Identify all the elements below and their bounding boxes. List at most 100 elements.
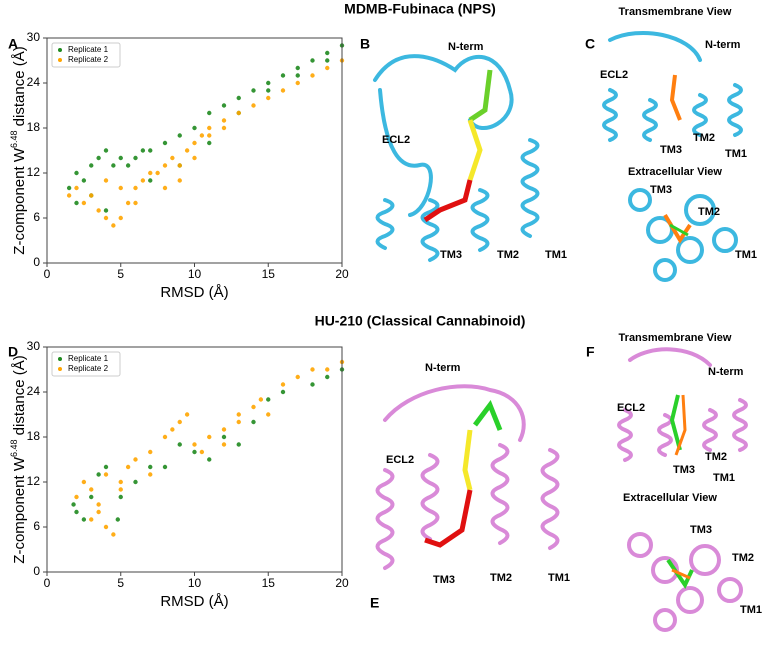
data-point: [125, 200, 131, 206]
y-tick-label: 24: [27, 75, 41, 89]
structure-label: N-term: [705, 39, 741, 51]
data-point: [162, 185, 168, 191]
data-point: [118, 215, 123, 221]
data-point: [89, 517, 94, 522]
structure-label: TM2: [693, 132, 715, 144]
data-point: [103, 215, 109, 221]
data-point: [115, 517, 121, 522]
data-point: [118, 185, 123, 191]
data-point: [221, 125, 227, 131]
data-point: [118, 155, 123, 161]
y-tick-label: 18: [27, 429, 41, 443]
y-tick-label: 30: [27, 339, 41, 353]
data-point: [96, 208, 101, 213]
data-point: [184, 412, 190, 417]
data-point: [192, 140, 197, 146]
panel-label: D: [8, 344, 18, 360]
panel-label: B: [360, 36, 370, 52]
data-point: [103, 464, 109, 470]
data-point: [148, 472, 153, 477]
structure-label: TM2: [698, 206, 720, 218]
structure-label: TM2: [705, 451, 727, 463]
structure-label: TM3: [673, 464, 695, 476]
data-point: [177, 442, 182, 447]
data-point: [207, 457, 212, 462]
data-point: [118, 479, 123, 485]
y-tick-label: 12: [27, 165, 41, 179]
structure-label: TM1: [548, 572, 570, 584]
legend-label: Replicate 2: [68, 364, 109, 373]
data-point: [221, 103, 227, 108]
structure-label: TM3: [650, 184, 672, 196]
structure-label: ECL2: [382, 134, 410, 146]
legend-label: Replicate 2: [68, 55, 109, 64]
data-point: [89, 193, 94, 198]
data-point: [258, 397, 264, 402]
x-tick-label: 15: [262, 267, 276, 281]
data-point: [266, 80, 271, 86]
data-point: [177, 163, 182, 168]
data-point: [103, 208, 109, 213]
data-point: [325, 374, 330, 380]
data-point: [280, 389, 286, 395]
plot-frame: [46, 346, 343, 573]
data-point: [325, 367, 330, 372]
structure-label: TM3: [660, 144, 682, 156]
data-point: [66, 193, 72, 198]
data-point: [133, 185, 138, 191]
data-point: [155, 170, 160, 176]
structure-label: N-term: [448, 41, 484, 53]
structure-label: Transmembrane View: [619, 332, 732, 344]
data-point: [125, 163, 131, 168]
x-tick-label: 10: [188, 576, 202, 590]
data-point: [221, 427, 227, 432]
data-point: [266, 397, 271, 402]
data-point: [266, 412, 271, 417]
data-point: [148, 449, 153, 455]
data-point: [192, 155, 197, 161]
data-point: [310, 73, 315, 78]
data-point: [148, 464, 153, 470]
y-axis-label: Z-component W6.48 distance (Å): [9, 355, 28, 563]
data-point: [118, 494, 123, 500]
y-axis-label: Z-component W6.48 distance (Å): [9, 46, 28, 254]
y-axis-label-part: 6.48: [9, 439, 19, 457]
data-point: [170, 155, 175, 161]
structure-label: TM1: [725, 148, 747, 160]
data-point: [325, 58, 330, 63]
panel-label: F: [586, 344, 595, 360]
data-point: [295, 65, 300, 71]
structure-label: Transmembrane View: [619, 6, 732, 18]
legend-marker: [58, 357, 62, 361]
structure-c: [602, 31, 743, 282]
y-axis-label-part: Z-component W: [11, 147, 28, 255]
x-axis-label: RMSD (Å): [160, 284, 228, 301]
data-point: [236, 95, 241, 101]
data-point: [251, 103, 256, 108]
structure-label: TM1: [735, 249, 757, 261]
data-point: [236, 412, 241, 417]
legend-box: [51, 42, 121, 68]
x-tick-label: 5: [117, 576, 124, 590]
data-point: [310, 367, 315, 372]
data-point: [89, 487, 94, 492]
y-tick-label: 24: [27, 384, 41, 398]
data-point: [111, 163, 116, 168]
data-point: [177, 419, 182, 425]
data-point: [162, 434, 168, 440]
data-point: [192, 442, 197, 447]
data-point: [266, 95, 271, 101]
data-point: [177, 133, 182, 138]
data-point: [103, 524, 109, 530]
data-point: [103, 148, 109, 153]
data-point: [251, 404, 256, 410]
data-point: [236, 419, 241, 425]
y-tick-label: 12: [27, 474, 41, 488]
x-tick-label: 10: [188, 267, 202, 281]
y-tick-label: 6: [33, 210, 40, 224]
plot-frame: [46, 37, 343, 264]
data-point: [162, 163, 168, 168]
y-tick-label: 0: [33, 255, 40, 269]
data-point: [295, 80, 300, 86]
structure-label: N-term: [425, 362, 461, 374]
